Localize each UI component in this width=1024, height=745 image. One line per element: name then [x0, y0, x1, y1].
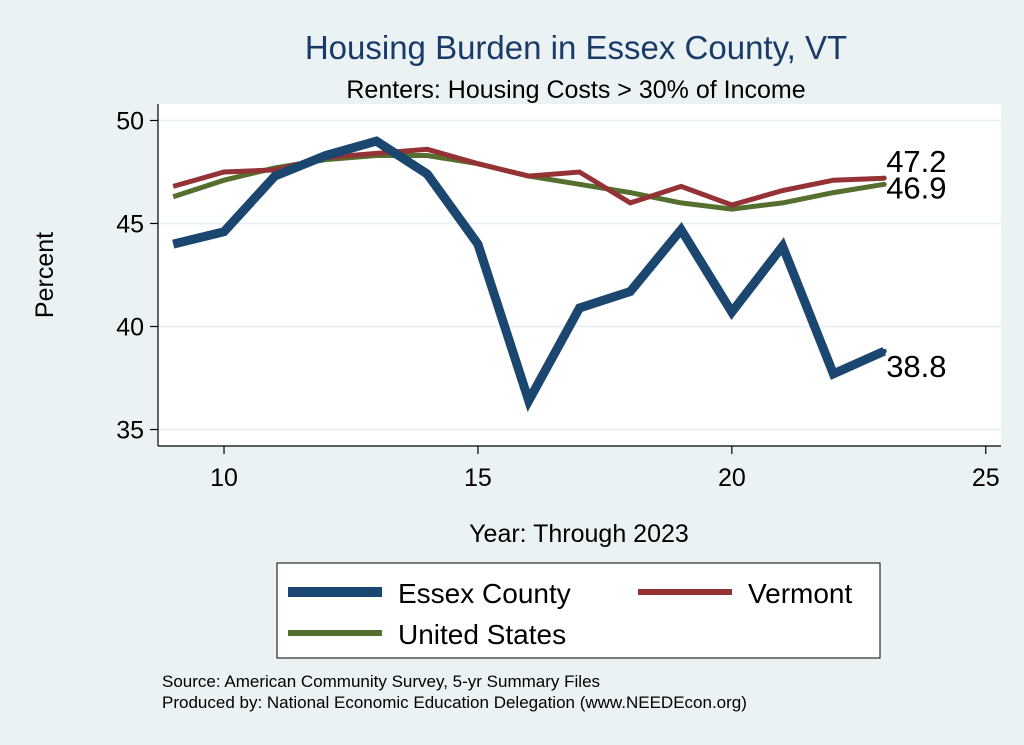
x-tick-label: 25	[972, 464, 1000, 492]
x-tick-label: 20	[718, 464, 746, 492]
y-tick-label: 35	[116, 417, 144, 445]
x-axis-label: Year: Through 2023	[469, 520, 689, 548]
plot-area	[158, 104, 1001, 446]
y-tick-label: 45	[116, 210, 144, 238]
end-labels: 38.8 47.246.9	[886, 144, 946, 384]
grid-lines	[158, 119, 1001, 431]
chart-title: Housing Burden in Essex County, VT	[305, 29, 847, 66]
series-line-essex-county	[172, 136, 887, 413]
y-tick-label: 40	[116, 314, 144, 342]
legend: Essex County Vermont United States	[288, 578, 852, 650]
legend-label-vermont: Vermont	[748, 578, 852, 609]
end-point-vermont	[881, 175, 887, 181]
series-lines	[172, 136, 887, 413]
end-point-essex-county	[881, 348, 887, 354]
axes: 35 40 45 50 10 15 20 25	[116, 104, 1001, 492]
legend-label-united-states: United States	[398, 619, 566, 650]
producer-line: Produced by: National Economic Education…	[162, 693, 747, 712]
end-point-united-states	[881, 181, 887, 187]
x-tick-label: 10	[210, 464, 238, 492]
legend-label-essex-county: Essex County	[398, 578, 571, 609]
end-label-vermont: 47.2	[886, 144, 946, 179]
x-tick-label: 15	[464, 464, 492, 492]
end-label-united-states: 46.9	[886, 170, 946, 205]
y-axis-label: Percent	[31, 232, 59, 318]
y-tick-label: 50	[116, 107, 144, 135]
chart-subtitle: Renters: Housing Costs > 30% of Income	[346, 76, 805, 104]
legend-box	[276, 562, 881, 659]
end-label-essex-county: 38.8	[886, 349, 946, 384]
source-line: Source: American Community Survey, 5-yr …	[162, 672, 600, 691]
